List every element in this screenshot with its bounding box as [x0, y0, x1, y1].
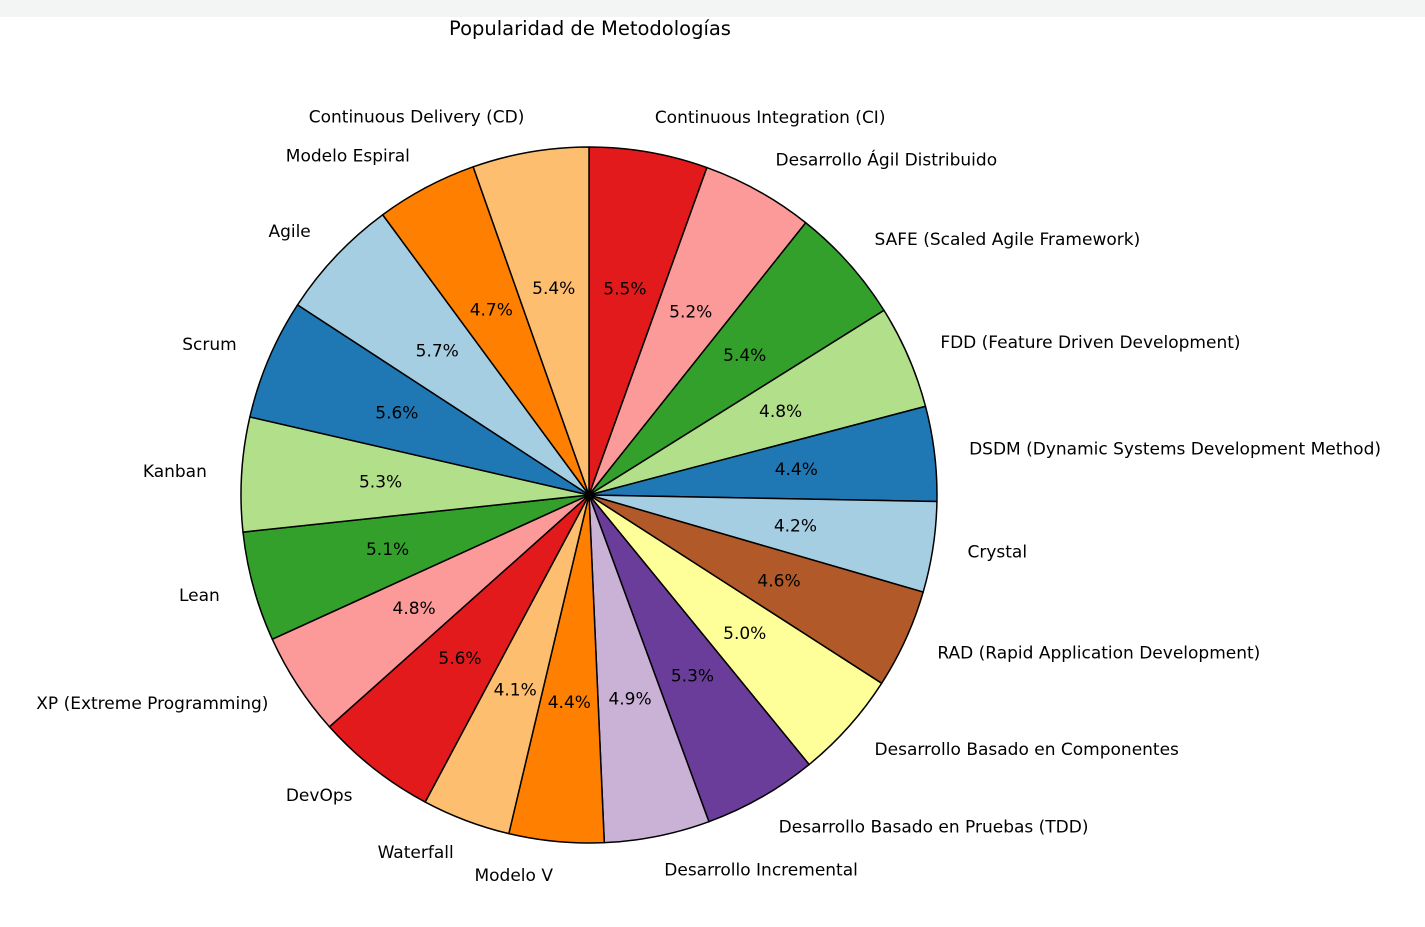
- slice-label: Desarrollo Ágil Distribuido: [776, 149, 998, 171]
- slice-percent-label: 5.5%: [603, 279, 646, 299]
- slice-label: FDD (Feature Driven Development): [940, 333, 1240, 353]
- slice-percent-label: 4.4%: [775, 460, 818, 480]
- slice-percent-label: 4.1%: [494, 680, 537, 700]
- slice-percent-label: 5.2%: [669, 303, 712, 323]
- slice-label: Modelo Espiral: [286, 147, 410, 167]
- slice-percent-label: 4.8%: [759, 402, 802, 422]
- slice-label: XP (Extreme Programming): [36, 694, 268, 714]
- slice-label: Lean: [179, 586, 220, 606]
- slice-percent-label: 4.8%: [393, 599, 436, 619]
- slice-percent-label: 4.9%: [608, 690, 651, 710]
- slice-percent-label: 5.4%: [723, 346, 766, 366]
- slice-label: Continuous Delivery (CD): [309, 108, 525, 128]
- slice-percent-label: 4.2%: [774, 516, 817, 536]
- pie-slices: [241, 147, 937, 843]
- slice-label: Scrum: [182, 335, 236, 355]
- slice-label: Crystal: [967, 543, 1027, 563]
- slice-label: SAFE (Scaled Agile Framework): [875, 230, 1141, 250]
- slice-label: Desarrollo Basado en Componentes: [875, 740, 1180, 760]
- slice-label: RAD (Rapid Application Development): [937, 644, 1260, 664]
- slice-label: DevOps: [286, 786, 353, 806]
- slice-percent-label: 5.3%: [671, 666, 714, 686]
- slice-percent-label: 5.0%: [723, 624, 766, 644]
- slice-label: Continuous Integration (CI): [655, 108, 886, 128]
- slice-percent-label: 5.6%: [375, 403, 418, 423]
- slice-label: DSDM (Dynamic Systems Development Method…: [969, 439, 1381, 459]
- slice-label: Kanban: [143, 462, 207, 482]
- slice-percent-label: 5.3%: [359, 473, 402, 493]
- slice-label: Modelo V: [474, 866, 553, 886]
- slice-percent-label: 5.6%: [438, 649, 481, 669]
- slice-label: Agile: [268, 222, 310, 242]
- slice-percent-label: 5.7%: [416, 342, 459, 362]
- slice-percent-label: 4.4%: [548, 693, 591, 713]
- slice-percent-label: 4.6%: [757, 572, 800, 592]
- slice-label: Desarrollo Incremental: [664, 860, 858, 880]
- slice-label: Desarrollo Basado en Pruebas (TDD): [779, 818, 1089, 838]
- slice-label: Waterfall: [378, 843, 454, 863]
- chart-title: Popularidad de Metodologías: [449, 17, 731, 40]
- slice-percent-label: 5.1%: [366, 540, 409, 560]
- slice-percent-label: 5.4%: [532, 279, 575, 299]
- slice-percent-label: 4.7%: [470, 300, 513, 320]
